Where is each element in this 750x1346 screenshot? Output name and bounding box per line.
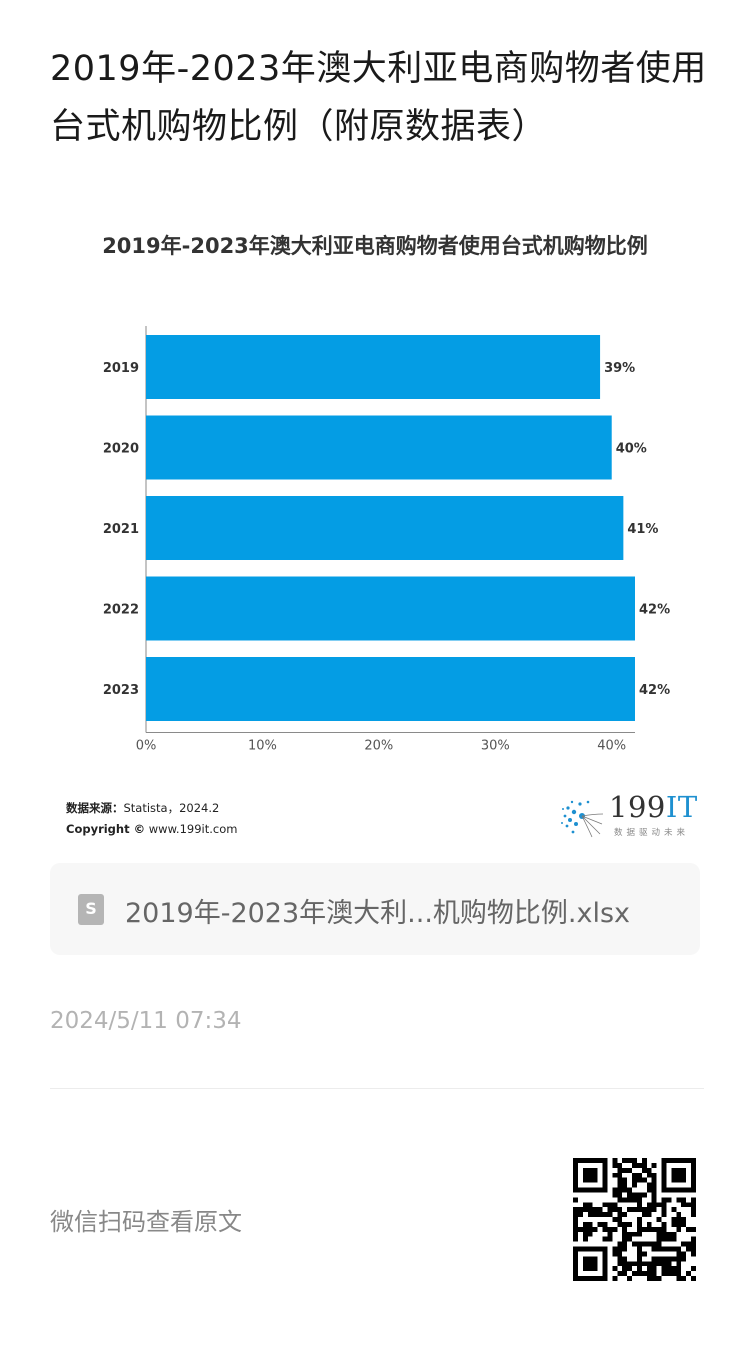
bar [146, 496, 624, 560]
copyright-value: www.199it.com [148, 822, 238, 836]
y-tick-label: 2019 [103, 361, 139, 376]
y-tick-label: 2023 [103, 683, 139, 698]
wechat-scan-label: 微信扫码查看原文 [50, 1208, 242, 1236]
data-label: 39% [604, 361, 635, 376]
bar [146, 335, 601, 399]
source-block: 数据来源：Statista，2024.2 Copyright © www.199… [66, 798, 237, 840]
data-label: 42% [639, 683, 670, 698]
article-title: 2019年-2023年澳大利亚电商购物者使用台式机购物比例（附原数据表） [50, 49, 707, 147]
x-tick-label: 20% [364, 739, 393, 754]
attachment-card[interactable]: S 2019年-2023年澳大利...机购物比例.xlsx [50, 863, 700, 955]
brand-logo: 199IT 数据驱动未来 [560, 790, 700, 838]
x-tick-label: 40% [597, 739, 626, 754]
data-label: 42% [639, 603, 670, 618]
y-tick-label: 2021 [103, 522, 139, 537]
x-tick-label: 10% [248, 739, 277, 754]
copyright-label: Copyright © [66, 822, 146, 836]
x-tick-label: 30% [481, 739, 510, 754]
bar [146, 576, 635, 641]
bar [146, 415, 612, 480]
source-value: Statista，2024.2 [123, 801, 220, 815]
y-tick-label: 2022 [103, 603, 139, 618]
publish-timestamp: 2024/5/11 07:34 [50, 1008, 242, 1034]
logo-text: 199IT [609, 790, 698, 824]
spreadsheet-file-icon: S [78, 894, 104, 925]
attachment-name[interactable]: 2019年-2023年澳大利...机购物比例.xlsx [125, 898, 631, 929]
chart-card: 2019年-2023年澳大利亚电商购物者使用台式机购物比例 2019 39% 202… [0, 200, 750, 850]
x-tick-label: 0% [136, 739, 157, 754]
bar [146, 657, 635, 721]
logo-tagline: 数据驱动未来 [614, 828, 690, 838]
chart-title: 2019年-2023年澳大利亚电商购物者使用台式机购物比例 [102, 234, 648, 258]
source-label: 数据来源： [66, 801, 124, 815]
divider [50, 1088, 704, 1089]
logo-mark-icon [561, 800, 604, 838]
data-label: 40% [616, 442, 647, 457]
y-tick-label: 2020 [103, 442, 139, 457]
bar-chart: 2019 39% 2020 40% 2021 41% 2022 42% 2023 42% 0% 10%… [103, 326, 670, 754]
qr-code-icon[interactable] [573, 1158, 696, 1281]
data-label: 41% [627, 522, 658, 537]
